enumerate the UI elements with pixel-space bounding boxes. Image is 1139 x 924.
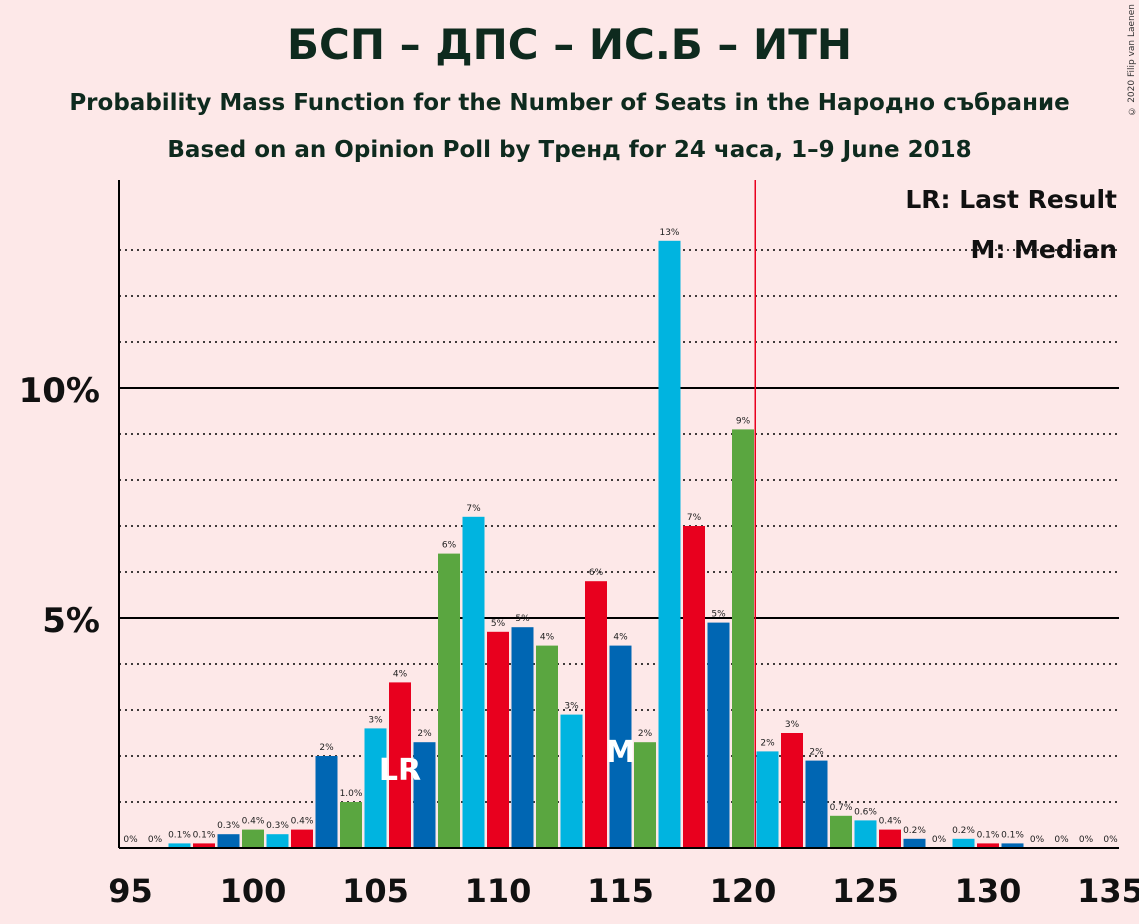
- bar-122: [781, 733, 803, 848]
- bar-112: [536, 645, 558, 848]
- bar-label-123: 2%: [809, 748, 824, 758]
- bar-104: [340, 802, 362, 848]
- bar-label-95: 0%: [123, 835, 138, 845]
- bar-117: [658, 240, 681, 849]
- bar-100: [242, 829, 264, 848]
- bar-101: [266, 834, 289, 848]
- bar-131: [1001, 843, 1024, 848]
- bar-label-122: 3%: [785, 720, 800, 730]
- bar-label-97: 0.1%: [168, 830, 191, 840]
- y-tick-label: 10%: [19, 371, 100, 411]
- chart-subtitle: Probability Mass Function for the Number…: [69, 90, 1070, 116]
- bar-103: [315, 756, 338, 848]
- legend-median: M: Median: [970, 235, 1117, 264]
- x-tick-label: 130: [955, 872, 1022, 910]
- bar-label-124: 0.7%: [830, 803, 853, 813]
- x-tick-label: 105: [342, 872, 409, 910]
- bar-label-119: 5%: [711, 610, 726, 620]
- bar-label-109: 7%: [466, 504, 481, 514]
- bar-111: [511, 627, 534, 848]
- bar-label-131: 0.1%: [1001, 830, 1024, 840]
- bar-label-104: 1.0%: [340, 789, 363, 799]
- bar-label-129: 0.2%: [952, 826, 975, 836]
- bar-label-111: 5%: [515, 614, 530, 624]
- bar-107: [413, 742, 436, 848]
- x-tick-label: 100: [220, 872, 287, 910]
- bar-119: [707, 622, 730, 848]
- x-tick-label: 135: [1077, 872, 1139, 910]
- bar-120: [732, 429, 754, 848]
- legend-last-result: LR: Last Result: [905, 185, 1117, 214]
- bar-label-116: 2%: [638, 729, 653, 739]
- bar-label-108: 6%: [442, 541, 457, 551]
- bar-116: [634, 742, 656, 848]
- bar-106: [389, 682, 411, 848]
- bar-129: [952, 838, 975, 848]
- bar-label-133: 0%: [1054, 835, 1069, 845]
- bar-label-115: 4%: [613, 633, 628, 643]
- x-tick-label: 125: [832, 872, 899, 910]
- bar-label-130: 0.1%: [977, 830, 1000, 840]
- bar-label-99: 0.3%: [217, 821, 240, 831]
- bar-118: [683, 526, 705, 848]
- bar-label-134: 0%: [1079, 835, 1094, 845]
- last-result-marker: LR: [379, 753, 421, 788]
- bar-108: [438, 553, 460, 848]
- bar-label-127: 0.2%: [903, 826, 926, 836]
- bar-label-121: 2%: [760, 738, 775, 748]
- bar-125: [854, 820, 877, 848]
- median-marker: M: [606, 735, 636, 770]
- bar-121: [756, 751, 779, 848]
- bar-label-105: 3%: [368, 715, 383, 725]
- bar-114: [585, 581, 607, 848]
- bar-label-132: 0%: [1030, 835, 1045, 845]
- bar-102: [291, 829, 313, 848]
- x-tick-label: 110: [465, 872, 532, 910]
- bar-115: [609, 645, 632, 848]
- bar-label-113: 3%: [564, 702, 579, 712]
- bar-label-128: 0%: [932, 835, 947, 845]
- bar-124: [830, 815, 852, 848]
- bar-label-117: 13%: [659, 228, 679, 238]
- bar-130: [977, 843, 999, 848]
- x-tick-label: 120: [710, 872, 777, 910]
- bar-label-120: 9%: [736, 416, 751, 426]
- bar-label-100: 0.4%: [242, 817, 265, 827]
- chart-source: Based on an Opinion Poll by Тренд for 24…: [167, 137, 972, 163]
- x-tick-label: 115: [587, 872, 654, 910]
- bar-label-112: 4%: [540, 633, 555, 643]
- bar-label-107: 2%: [417, 729, 432, 739]
- bar-label-103: 2%: [319, 743, 334, 753]
- bar-109: [462, 516, 485, 848]
- bar-123: [805, 760, 828, 848]
- bar-97: [168, 843, 191, 848]
- bar-label-106: 4%: [393, 669, 408, 679]
- chart-title: БСП – ДПС – ИС.Б – ИТН: [287, 20, 852, 69]
- bar-98: [193, 843, 215, 848]
- bar-113: [560, 714, 583, 848]
- bar-label-101: 0.3%: [266, 821, 289, 831]
- x-tick-label: 95: [108, 872, 153, 910]
- bar-label-114: 6%: [589, 568, 604, 578]
- bar-126: [879, 829, 901, 848]
- bar-127: [903, 838, 926, 848]
- bar-label-102: 0.4%: [291, 817, 314, 827]
- bar-label-110: 5%: [491, 619, 506, 629]
- bar-105: [364, 728, 387, 848]
- bar-label-98: 0.1%: [193, 830, 216, 840]
- bar-label-118: 7%: [687, 513, 702, 523]
- bar-label-96: 0%: [148, 835, 163, 845]
- bar-label-125: 0.6%: [854, 807, 877, 817]
- bar-110: [487, 631, 509, 848]
- bar-label-126: 0.4%: [879, 817, 902, 827]
- y-tick-label: 5%: [42, 601, 100, 641]
- bar-label-135: 0%: [1103, 835, 1118, 845]
- bar-99: [217, 834, 240, 848]
